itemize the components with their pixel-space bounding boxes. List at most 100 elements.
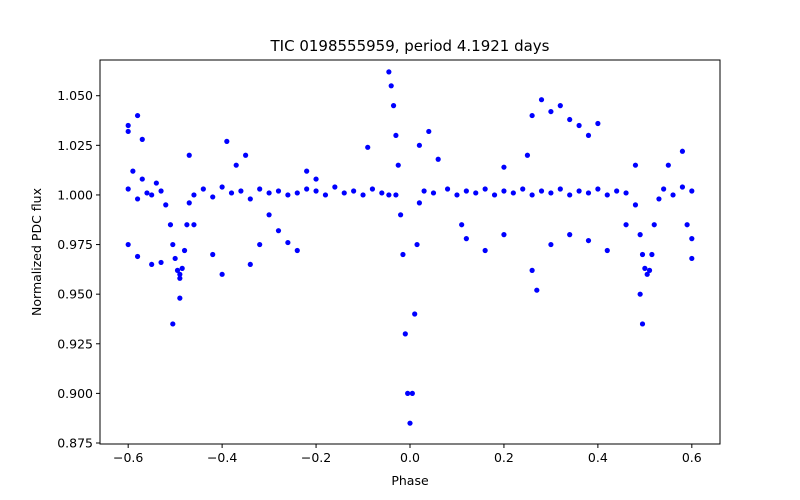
data-point xyxy=(661,186,667,192)
data-point xyxy=(524,152,531,158)
data-point xyxy=(585,237,592,244)
x-tick-label: 0.6 xyxy=(682,450,702,465)
data-point xyxy=(595,186,601,192)
data-point xyxy=(219,184,225,190)
data-point xyxy=(177,271,183,277)
y-tick-label: 0.925 xyxy=(57,336,93,351)
data-point xyxy=(632,162,639,168)
data-point xyxy=(623,190,629,196)
plot-frame xyxy=(99,59,721,445)
data-point xyxy=(219,271,225,277)
data-point xyxy=(473,190,479,196)
data-point xyxy=(247,261,253,268)
x-tick-label: 0.0 xyxy=(400,450,420,465)
data-point xyxy=(604,192,610,198)
data-point xyxy=(200,186,206,192)
data-point xyxy=(257,186,263,192)
data-point xyxy=(257,241,263,248)
data-point xyxy=(130,168,136,174)
data-point xyxy=(595,120,601,127)
data-points xyxy=(125,69,695,426)
data-point xyxy=(632,202,639,208)
data-point xyxy=(548,108,554,115)
data-point xyxy=(134,253,141,260)
data-point xyxy=(233,162,239,168)
data-point xyxy=(689,255,695,262)
data-point xyxy=(360,192,366,198)
data-point xyxy=(191,192,197,198)
data-point xyxy=(407,420,413,426)
data-point xyxy=(332,184,338,190)
data-point xyxy=(623,222,629,228)
data-point xyxy=(646,267,653,273)
data-point xyxy=(179,265,185,271)
data-point xyxy=(174,267,181,273)
data-point xyxy=(459,222,465,228)
y-tick-label: 1.050 xyxy=(57,88,93,103)
data-point xyxy=(482,186,488,192)
data-point xyxy=(409,390,415,396)
y-tick-label: 0.975 xyxy=(57,237,93,252)
x-tick-label: 0.4 xyxy=(588,450,608,465)
data-point xyxy=(266,212,272,218)
data-point xyxy=(341,190,347,196)
data-point xyxy=(395,162,401,168)
data-point xyxy=(412,311,418,317)
data-point xyxy=(170,241,176,248)
data-point xyxy=(266,190,272,196)
data-point xyxy=(585,190,592,196)
y-tick-label: 0.875 xyxy=(57,436,93,451)
data-point xyxy=(177,295,183,301)
data-point xyxy=(304,168,310,174)
data-point xyxy=(379,190,385,196)
data-point xyxy=(386,69,392,75)
data-point xyxy=(604,247,610,254)
data-point xyxy=(463,188,469,194)
data-point xyxy=(369,186,376,192)
data-point xyxy=(393,132,399,139)
data-point xyxy=(679,148,686,154)
data-point xyxy=(275,228,282,234)
data-point xyxy=(557,186,563,192)
data-point xyxy=(158,259,164,266)
y-tick-label: 1.000 xyxy=(57,187,93,202)
data-point xyxy=(398,212,404,218)
y-axis: 0.875 0.900 0.925 0.950 0.975 1.000 1.025 1.050 xyxy=(57,88,100,451)
data-point xyxy=(322,192,329,198)
data-point xyxy=(125,128,131,135)
data-point xyxy=(501,188,507,194)
data-point xyxy=(534,287,540,293)
data-point xyxy=(163,202,169,208)
data-point xyxy=(435,156,441,162)
x-tick-label: −0.2 xyxy=(301,450,331,465)
data-point xyxy=(529,192,535,198)
data-point xyxy=(482,247,488,254)
data-point xyxy=(139,176,145,182)
data-point xyxy=(402,331,408,337)
data-point xyxy=(144,190,150,196)
data-point xyxy=(294,190,300,196)
data-point xyxy=(177,275,183,281)
data-point xyxy=(501,232,507,238)
data-point xyxy=(158,188,164,194)
data-point xyxy=(585,132,592,139)
data-point xyxy=(294,247,300,254)
data-point xyxy=(351,188,357,194)
data-point xyxy=(400,251,406,258)
data-point xyxy=(421,188,427,194)
data-point xyxy=(548,190,554,196)
data-point xyxy=(538,188,545,194)
data-point xyxy=(639,251,646,258)
data-point xyxy=(365,144,371,150)
data-point xyxy=(149,261,155,268)
data-point xyxy=(405,390,411,396)
x-tick-label: 0.2 xyxy=(494,450,514,465)
y-tick-label: 0.950 xyxy=(57,287,93,302)
data-point xyxy=(548,241,554,248)
data-point xyxy=(210,251,216,258)
data-point xyxy=(181,247,188,254)
x-tick-label: −0.6 xyxy=(113,450,143,465)
data-point xyxy=(501,164,507,170)
data-point xyxy=(651,222,657,228)
